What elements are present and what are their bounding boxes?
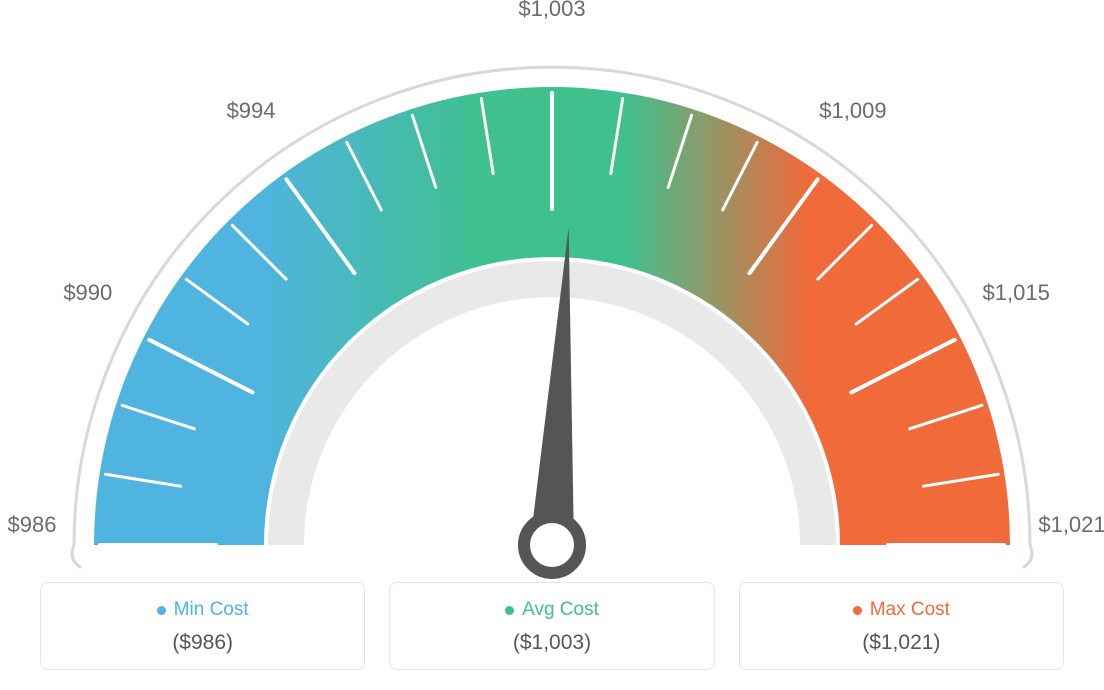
legend-title-max: Max Cost <box>853 599 950 621</box>
legend-row: Min Cost ($986) Avg Cost ($1,003) Max Co… <box>0 582 1104 670</box>
gauge-tick-label: $1,021 <box>1038 512 1104 538</box>
legend-label-max: Max Cost <box>870 599 950 621</box>
legend-value-max: ($1,021) <box>752 631 1051 655</box>
gauge-tick-label: $994 <box>227 98 276 124</box>
legend-label-avg: Avg Cost <box>522 599 599 621</box>
gauge-tick-label: $990 <box>63 280 112 306</box>
legend-card-max: Max Cost ($1,021) <box>739 582 1064 670</box>
legend-card-min: Min Cost ($986) <box>40 582 365 670</box>
legend-title-min: Min Cost <box>157 599 249 621</box>
gauge-chart: $986 $990 $994 $1,003 $1,009 $1,015 $1,021 <box>0 0 1104 560</box>
legend-value-avg: ($1,003) <box>402 631 701 655</box>
gauge-tick-label: $986 <box>8 512 57 538</box>
legend-dot-min <box>157 606 166 615</box>
gauge-svg <box>0 20 1104 580</box>
legend-card-avg: Avg Cost ($1,003) <box>389 582 714 670</box>
legend-dot-avg <box>505 606 514 615</box>
legend-label-min: Min Cost <box>174 599 249 621</box>
legend-title-avg: Avg Cost <box>505 599 599 621</box>
gauge-tick-label: $1,003 <box>518 0 585 22</box>
gauge-tick-label: $1,009 <box>819 98 886 124</box>
legend-value-min: ($986) <box>53 631 352 655</box>
gauge-tick-label: $1,015 <box>983 280 1050 306</box>
legend-dot-max <box>853 606 862 615</box>
